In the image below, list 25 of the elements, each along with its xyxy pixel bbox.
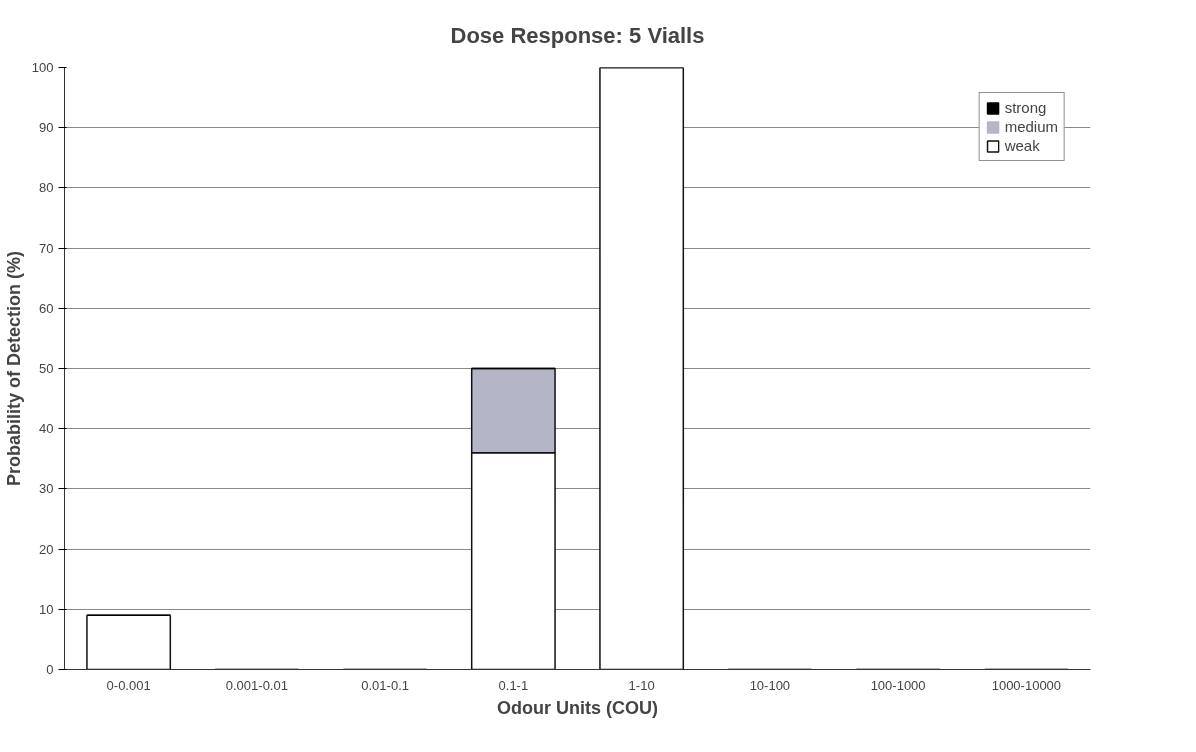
x-tick-label: 100-1000 [870, 677, 926, 693]
y-tick-label: 90 [39, 120, 54, 136]
x-tick-label: 1000-10000 [991, 677, 1062, 693]
y-tick-label: 40 [39, 421, 54, 437]
x-tick-label: 10-100 [749, 677, 791, 693]
y-tick-label: 80 [39, 180, 54, 196]
y-axis-title: Probability of Detection (%) [3, 250, 24, 487]
y-tick-label: 20 [39, 541, 54, 557]
y-tick-label: 0 [46, 662, 54, 677]
legend-label: medium [1004, 118, 1058, 135]
x-tick-label: 0-0.001 [106, 677, 151, 693]
x-tick-label: 1-10 [628, 677, 655, 693]
y-tick-label: 30 [39, 481, 54, 497]
x-tick-label: 0.001-0.01 [225, 677, 288, 693]
x-tick-label: 0.1-1 [498, 677, 529, 693]
y-tick-label: 100 [31, 60, 54, 75]
y-tick-label: 10 [39, 601, 54, 617]
x-axis-title: Odour Units (COU) [497, 697, 658, 718]
legend-label: weak [1004, 137, 1040, 154]
chart-title: Dose Response: 5 Vialls [450, 22, 705, 48]
y-tick-label: 50 [39, 361, 54, 376]
x-tick-label: 0.01-0.1 [361, 677, 409, 693]
y-tick-label: 60 [39, 300, 54, 316]
legend-label: strong [1004, 99, 1047, 116]
y-tick-label: 70 [39, 240, 54, 256]
